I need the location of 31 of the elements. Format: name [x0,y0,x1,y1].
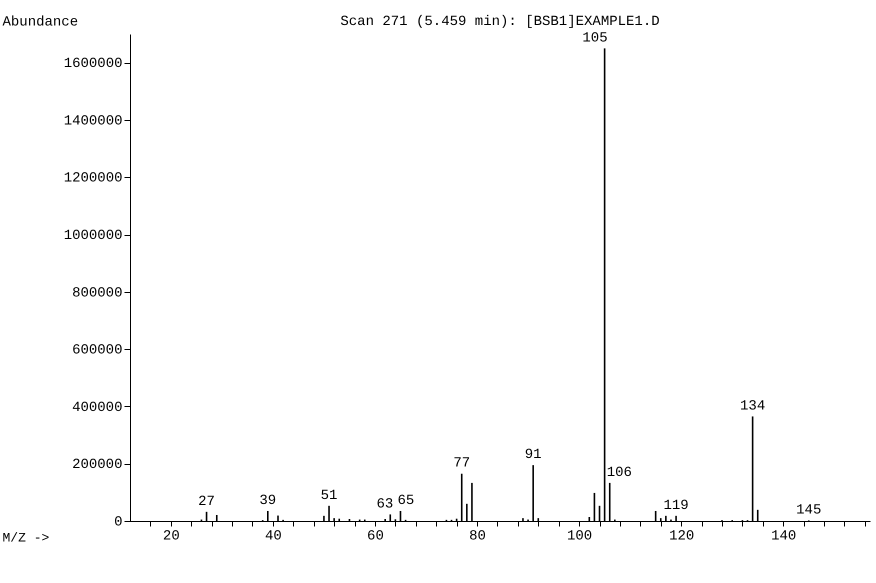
y-tick-label: 600000 [72,342,122,359]
y-tick-label: 1200000 [64,170,122,187]
annotation: 145 [796,502,822,518]
y-tick-label: 0 [114,514,122,530]
chart-title: Scan 271 (5.459 min): [BSB1]EXAMPLE1.D [340,14,660,30]
annotation: 65 [397,492,414,509]
annotation: 39 [259,492,276,509]
y-tick-label: 800000 [72,285,122,302]
annotation: 106 [606,464,632,481]
annotation: 27 [198,494,215,510]
annotation: 77 [453,456,470,472]
x-tick-label: 140 [771,528,796,544]
y-tick-label: 200000 [72,457,122,474]
x-axis-title: M/Z -> [2,530,50,546]
annotation: 51 [320,488,338,504]
y-tick-label: 1000000 [64,228,122,244]
x-tick-label: 100 [566,528,592,544]
x-tick-label: 60 [367,528,384,544]
x-tick-label: 40 [264,528,282,544]
y-axis-title: Abundance [2,14,78,30]
y-tick-label: 1600000 [64,56,122,72]
x-tick-label: 80 [469,528,486,544]
x-tick-label: 20 [162,528,180,544]
x-tick-label: 120 [669,528,694,544]
annotation: 91 [524,447,542,464]
annotation: 134 [740,398,766,414]
y-tick-label: 1400000 [64,113,122,130]
annotation: 119 [663,498,689,514]
annotation: 63 [376,496,394,512]
annotation: 105 [582,30,608,46]
y-tick-label: 400000 [72,400,122,416]
